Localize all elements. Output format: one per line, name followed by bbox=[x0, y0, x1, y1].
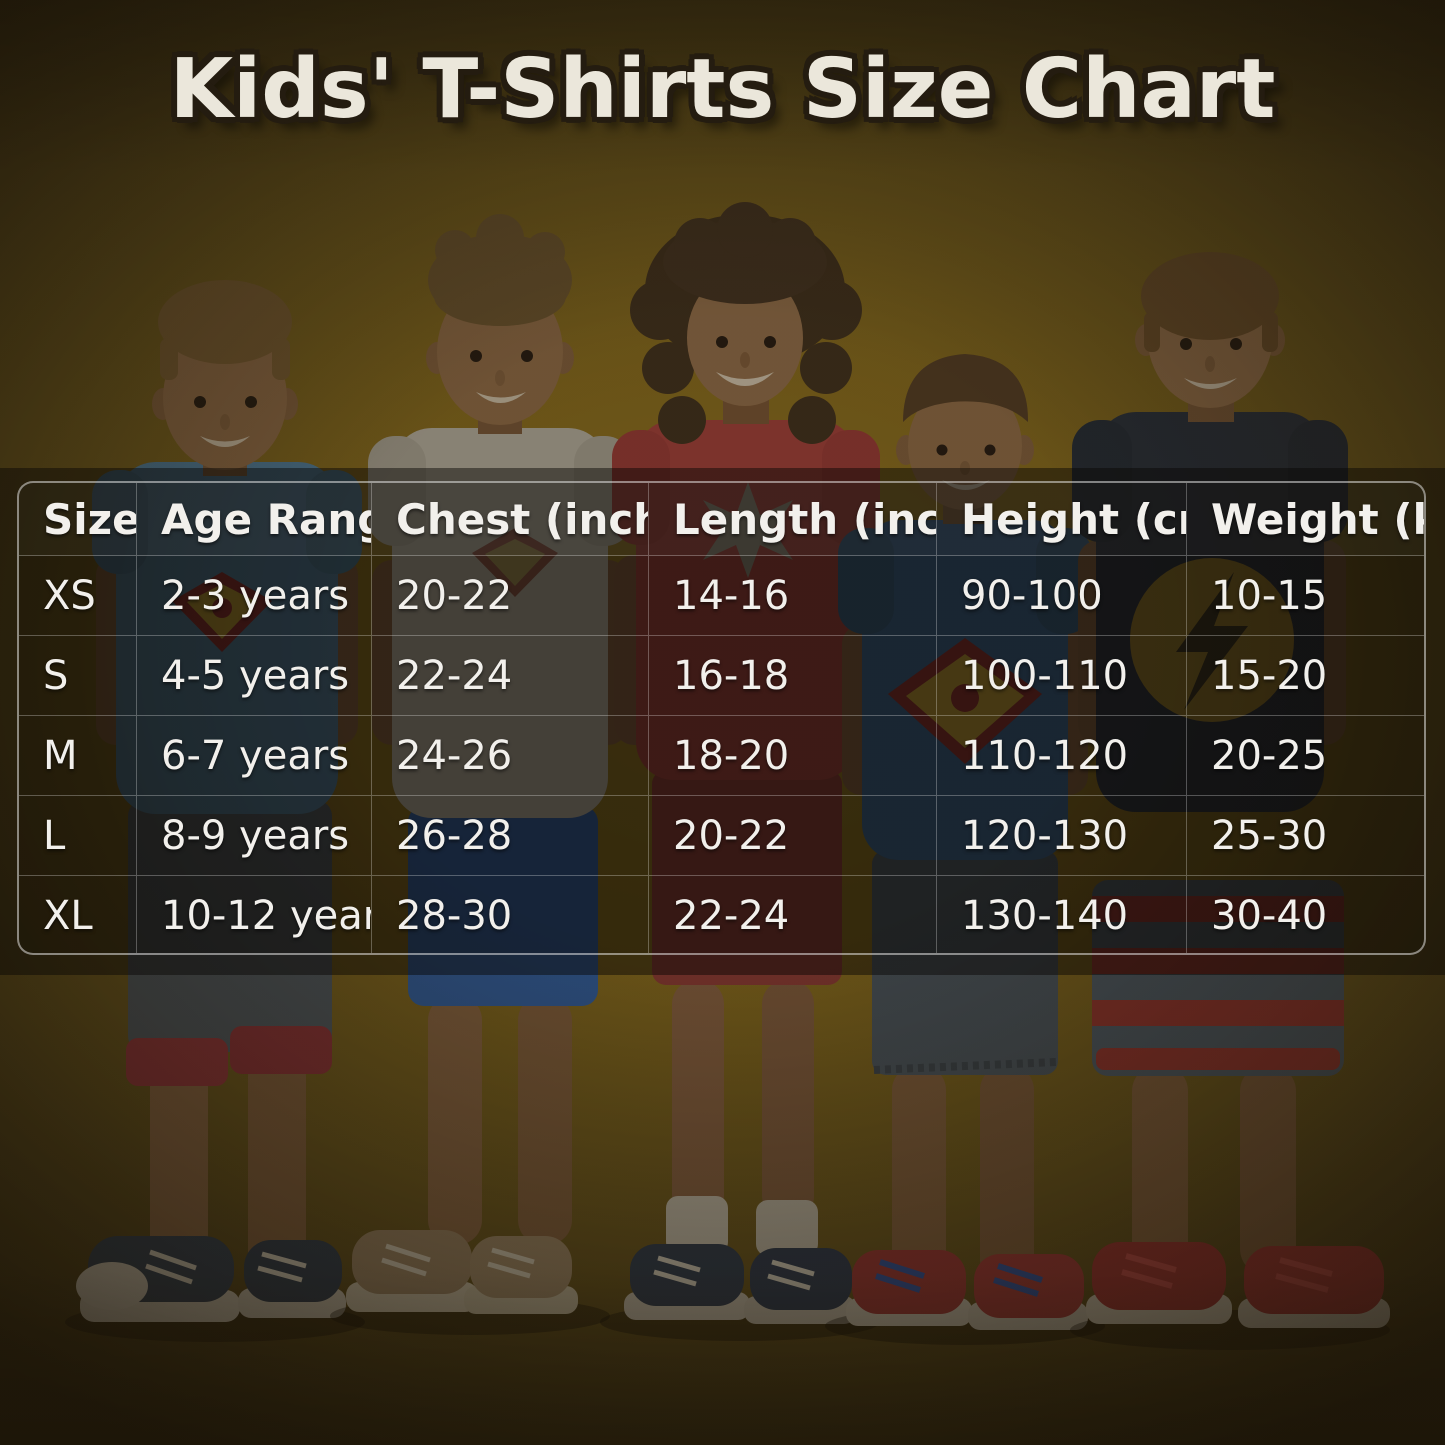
kid-1-hair bbox=[158, 280, 292, 364]
table-cell: 14-16 bbox=[649, 556, 937, 636]
table-cell: 2-3 years bbox=[137, 556, 372, 636]
kid-2-tan-sneakers bbox=[346, 1230, 578, 1314]
table-cell: 24-26 bbox=[372, 716, 649, 796]
table-cell: 10-12 years bbox=[137, 876, 372, 953]
table-cell: 22-24 bbox=[372, 636, 649, 716]
table-cell: 20-25 bbox=[1187, 716, 1424, 796]
header-cell-size: Size bbox=[19, 483, 137, 556]
table-cell: 10-15 bbox=[1187, 556, 1424, 636]
table-cell: S bbox=[19, 636, 137, 716]
kid-3-sock bbox=[756, 1200, 818, 1256]
table-row-xs: XS 2-3 years 20-22 14-16 90-100 10-15 bbox=[19, 556, 1424, 636]
table-row-l: L 8-9 years 26-28 20-22 120-130 25-30 bbox=[19, 796, 1424, 876]
kid-4-red-sneakers-blue-laces bbox=[846, 1250, 1088, 1330]
table-cell: 130-140 bbox=[937, 876, 1187, 953]
size-chart-table: Size Age Range Chest (inches) Length (in… bbox=[17, 481, 1426, 955]
table-cell: 4-5 years bbox=[137, 636, 372, 716]
header-cell-age: Age Range bbox=[137, 483, 372, 556]
table-cell: 28-30 bbox=[372, 876, 649, 953]
header-cell-length: Length (inches) bbox=[649, 483, 937, 556]
table-cell: 25-30 bbox=[1187, 796, 1424, 876]
kid-3-curly-hair-front bbox=[663, 202, 827, 304]
kid-2-hair bbox=[428, 214, 572, 326]
table-cell: 6-7 years bbox=[137, 716, 372, 796]
table-cell: 18-20 bbox=[649, 716, 937, 796]
kid-1-navy-sneakers bbox=[76, 1236, 346, 1322]
header-cell-chest: Chest (inches) bbox=[372, 483, 649, 556]
table-cell: 20-22 bbox=[372, 556, 649, 636]
table-cell: 22-24 bbox=[649, 876, 937, 953]
table-cell: XL bbox=[19, 876, 137, 953]
table-cell: 100-110 bbox=[937, 636, 1187, 716]
header-row: Size Age Range Chest (inches) Length (in… bbox=[19, 483, 1424, 556]
table-cell: XS bbox=[19, 556, 137, 636]
page-title: Kids' T-Shirts Size Chart bbox=[169, 42, 1276, 137]
table-cell: 30-40 bbox=[1211, 892, 1328, 939]
table-cell: 90-100 bbox=[937, 556, 1187, 636]
table-cell: M bbox=[19, 716, 137, 796]
table-cell: 16-18 bbox=[649, 636, 937, 716]
table-row-xl: XL 10-12 years 28-30 22-24 130-140 30-40 bbox=[19, 876, 1424, 953]
kid-5-hair bbox=[1141, 252, 1279, 340]
table-row-s: S 4-5 years 22-24 16-18 100-110 15-20 bbox=[19, 636, 1424, 716]
table-cell: 20-22 bbox=[649, 796, 937, 876]
header-cell-height: Height (cm) bbox=[937, 483, 1187, 556]
table-cell: 110-120 bbox=[937, 716, 1187, 796]
table-cell: 120-130 bbox=[937, 796, 1187, 876]
table-cell: 15-20 bbox=[1187, 636, 1424, 716]
kid-3-navy-sneakers bbox=[624, 1244, 856, 1324]
table-cell: 8-9 years bbox=[137, 796, 372, 876]
table-cell: L bbox=[19, 796, 137, 876]
header-cell-weight: Weight (kg) bbox=[1187, 483, 1424, 556]
table-cell: 26-28 bbox=[372, 796, 649, 876]
table-row-m: M 6-7 years 24-26 18-20 110-120 20-25 bbox=[19, 716, 1424, 796]
